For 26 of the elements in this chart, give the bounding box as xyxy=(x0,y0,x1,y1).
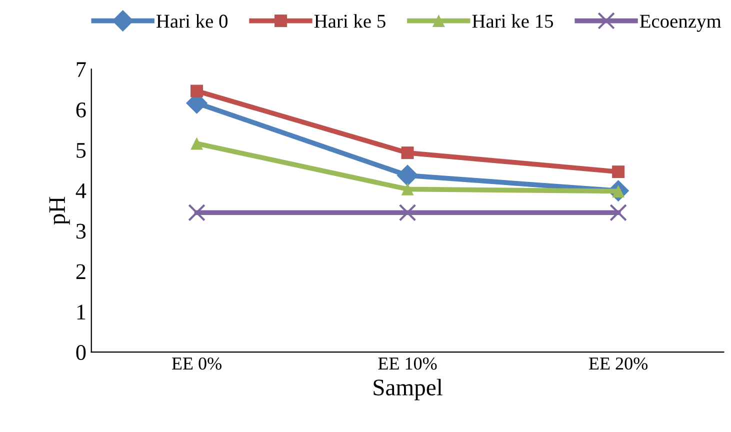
legend-label: Ecoenzym xyxy=(640,14,722,32)
point xyxy=(398,204,416,222)
legend-label: Hari ke 0 xyxy=(156,14,228,28)
legend-label: Hari ke 15 xyxy=(472,14,554,28)
x-tick-label: EE 20% xyxy=(588,357,648,370)
y-tick-label: 6 xyxy=(76,102,86,118)
y-tick-label: 4 xyxy=(76,183,86,198)
y-tick-label: 5 xyxy=(76,143,86,158)
y-tick-label: 1 xyxy=(77,304,86,320)
x-tick-label: EE 10% xyxy=(378,357,437,370)
x-tick-label: EE 0% xyxy=(172,357,222,370)
point xyxy=(190,84,204,98)
y-tick-label: 3 xyxy=(76,224,86,239)
y-tick-label: 0 xyxy=(76,345,86,360)
point xyxy=(612,166,625,178)
y-tick-label: 7 xyxy=(76,62,86,77)
y-tick-label: 2 xyxy=(76,264,86,279)
point xyxy=(188,204,206,222)
legend-label: Hari ke 5 xyxy=(314,14,386,28)
point xyxy=(401,146,414,160)
point xyxy=(610,204,627,222)
point xyxy=(396,164,418,186)
point xyxy=(401,182,414,196)
y-axis-title: pH xyxy=(49,196,70,225)
point xyxy=(190,137,204,150)
x-axis-title: Sampel xyxy=(374,378,442,400)
